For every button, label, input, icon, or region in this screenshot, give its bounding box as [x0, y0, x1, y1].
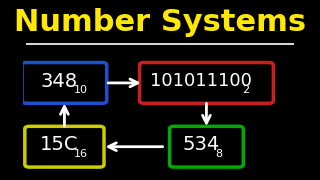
Text: 348: 348 [40, 72, 77, 91]
Text: 101011100: 101011100 [150, 72, 252, 90]
FancyBboxPatch shape [170, 126, 243, 167]
Text: 10: 10 [73, 85, 87, 95]
Text: 15C: 15C [40, 135, 78, 154]
Text: 8: 8 [215, 149, 223, 159]
FancyBboxPatch shape [140, 62, 273, 103]
Text: 534: 534 [182, 135, 220, 154]
Text: Number Systems: Number Systems [14, 8, 306, 37]
Text: 16: 16 [73, 149, 87, 159]
FancyBboxPatch shape [22, 62, 107, 103]
FancyBboxPatch shape [25, 126, 104, 167]
Text: 2: 2 [242, 85, 249, 95]
